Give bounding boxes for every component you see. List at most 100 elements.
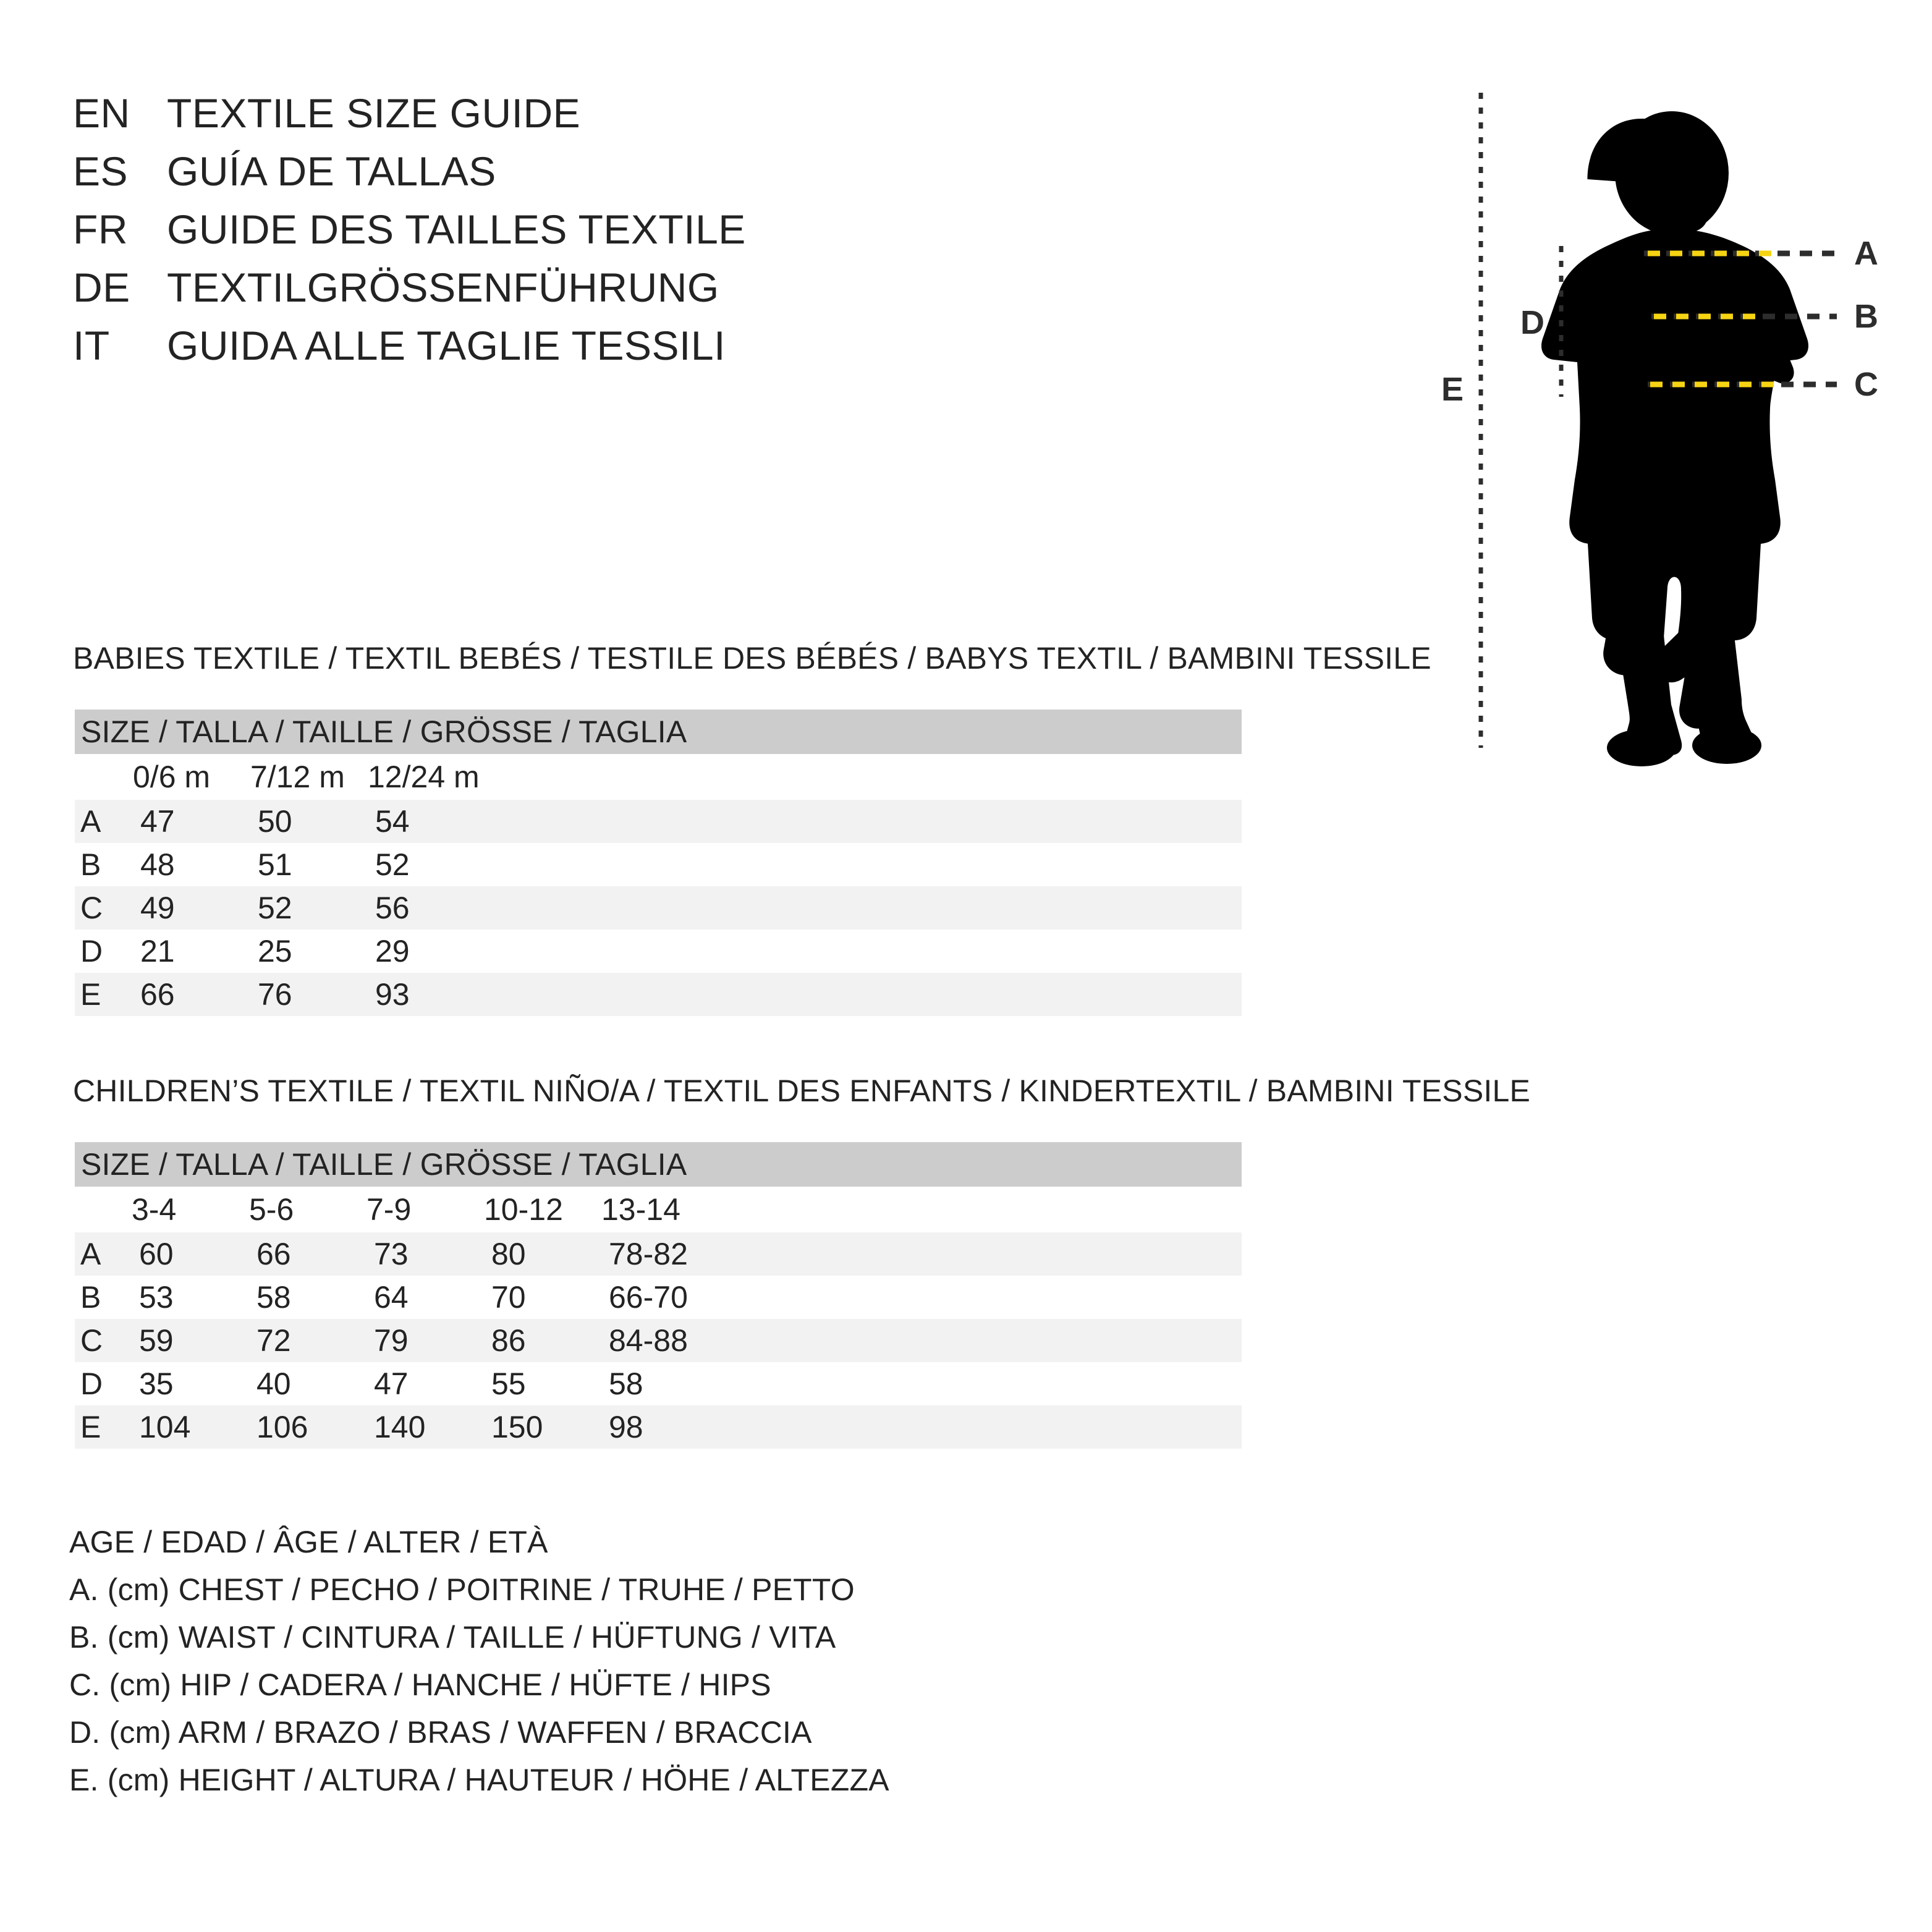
figure-label-e: E xyxy=(1441,371,1464,408)
table-cell: 84-88 xyxy=(609,1323,688,1358)
table-cell: 66-70 xyxy=(609,1280,688,1315)
column-header-cell: 7-9 xyxy=(366,1192,412,1227)
table-cell: 66 xyxy=(140,977,175,1012)
table-row: B 53 58 64 70 66-70 xyxy=(75,1276,1242,1319)
table-cell: 98 xyxy=(609,1410,643,1444)
table-row: D 21 25 29 xyxy=(75,930,1242,973)
children-table-header-label: SIZE / TALLA / TAILLE / GRÖSSE / TAGLIA xyxy=(81,1147,687,1182)
table-cell: 80 xyxy=(491,1237,526,1271)
table-cell: 50 xyxy=(258,804,292,839)
column-header-cell: 5-6 xyxy=(249,1192,294,1227)
children-size-table: SIZE / TALLA / TAILLE / GRÖSSE / TAGLIA … xyxy=(75,1142,1242,1449)
table-cell: 72 xyxy=(256,1323,291,1358)
row-label: E xyxy=(80,977,101,1012)
table-cell: 51 xyxy=(258,847,292,882)
language-code: DE xyxy=(73,265,130,310)
child-silhouette-icon xyxy=(1541,111,1808,766)
table-row: A 47 50 54 xyxy=(75,800,1242,843)
babies-size-table: SIZE / TALLA / TAILLE / GRÖSSE / TAGLIA … xyxy=(75,710,1242,1016)
language-row: DE TEXTILGRÖSSENFÜHRUNG xyxy=(73,267,1247,325)
legend-line: D. (cm) ARM / BRAZO / BRAS / WAFFEN / BR… xyxy=(69,1715,812,1750)
table-cell: 93 xyxy=(375,977,410,1012)
language-title: GUIDE DES TAILLES TEXTILE xyxy=(167,206,746,252)
table-cell: 76 xyxy=(258,977,292,1012)
table-cell: 54 xyxy=(375,804,410,839)
column-header-cell: 12/24 m xyxy=(368,760,480,794)
language-title: GUÍA DE TALLAS xyxy=(167,148,496,194)
table-cell: 56 xyxy=(375,891,410,925)
language-code: FR xyxy=(73,206,128,252)
table-cell: 58 xyxy=(256,1280,291,1315)
row-label: B xyxy=(80,1280,101,1315)
table-cell: 140 xyxy=(374,1410,426,1444)
table-cell: 150 xyxy=(491,1410,543,1444)
row-label: E xyxy=(80,1410,101,1444)
legend-line: AGE / EDAD / ÂGE / ALTER / ETÀ xyxy=(69,1525,548,1559)
table-cell: 35 xyxy=(139,1366,174,1401)
row-label: B xyxy=(80,847,101,882)
table-cell: 47 xyxy=(374,1366,409,1401)
row-label: A xyxy=(80,1237,101,1271)
children-table-body: 3-4 5-6 7-9 10-12 13-14 A 60 66 73 80 78-82 B 53 58 64… xyxy=(75,1187,1242,1449)
table-cell: 25 xyxy=(258,934,292,968)
table-row: B 48 51 52 xyxy=(75,843,1242,886)
language-row: ES GUÍA DE TALLAS xyxy=(73,151,1247,209)
table-cell: 48 xyxy=(140,847,175,882)
language-title: TEXTILGRÖSSENFÜHRUNG xyxy=(167,265,719,310)
table-cell: 21 xyxy=(140,934,175,968)
table-cell: 64 xyxy=(374,1280,409,1315)
table-cell: 106 xyxy=(256,1410,308,1444)
measurement-figure: A B C D E xyxy=(1421,74,1916,766)
table-cell: 70 xyxy=(491,1280,526,1315)
legend-line: C. (cm) HIP / CADERA / HANCHE / HÜFTE / … xyxy=(69,1667,771,1702)
legend-line: B. (cm) WAIST / CINTURA / TAILLE / HÜFTU… xyxy=(69,1620,836,1654)
language-row: FR GUIDE DES TAILLES TEXTILE xyxy=(73,209,1247,267)
babies-section-caption: BABIES TEXTILE / TEXTIL BEBÉS / TESTILE … xyxy=(73,641,1431,676)
babies-table-header-bar: SIZE / TALLA / TAILLE / GRÖSSE / TAGLIA xyxy=(75,710,1242,754)
table-row: C 59 72 79 86 84-88 xyxy=(75,1319,1242,1362)
table-row: D 35 40 47 55 58 xyxy=(75,1362,1242,1405)
row-label: D xyxy=(80,1366,103,1401)
table-column-header-row: 3-4 5-6 7-9 10-12 13-14 xyxy=(75,1187,1242,1232)
column-header-cell: 0/6 m xyxy=(133,760,211,794)
table-cell: 55 xyxy=(491,1366,526,1401)
table-row: E 104 106 140 150 98 xyxy=(75,1405,1242,1449)
language-code: EN xyxy=(73,90,130,136)
table-column-header-row: 0/6 m 7/12 m 12/24 m xyxy=(75,754,1242,800)
column-header-cell: 13-14 xyxy=(601,1192,680,1227)
table-cell: 47 xyxy=(140,804,175,839)
table-row: C 49 52 56 xyxy=(75,886,1242,930)
figure-label-a: A xyxy=(1854,235,1878,272)
table-cell: 78-82 xyxy=(609,1237,688,1271)
language-title: TEXTILE SIZE GUIDE xyxy=(167,90,581,136)
table-row: E 66 76 93 xyxy=(75,973,1242,1016)
row-label: A xyxy=(80,804,101,839)
babies-table-body: 0/6 m 7/12 m 12/24 m A 47 50 54 B 48 51 52 C 49 52 56 D… xyxy=(75,754,1242,1016)
table-cell: 40 xyxy=(256,1366,291,1401)
language-row: IT GUIDA ALLE TAGLIE TESSILI xyxy=(73,325,1247,383)
table-cell: 79 xyxy=(374,1323,409,1358)
table-cell: 104 xyxy=(139,1410,191,1444)
table-cell: 53 xyxy=(139,1280,174,1315)
table-cell: 52 xyxy=(258,891,292,925)
row-label: D xyxy=(80,934,103,968)
language-title: GUIDA ALLE TAGLIE TESSILI xyxy=(167,323,726,368)
table-cell: 49 xyxy=(140,891,175,925)
table-row: A 60 66 73 80 78-82 xyxy=(75,1232,1242,1276)
table-cell: 29 xyxy=(375,934,410,968)
table-cell: 52 xyxy=(375,847,410,882)
table-cell: 73 xyxy=(374,1237,409,1271)
children-table-header-bar: SIZE / TALLA / TAILLE / GRÖSSE / TAGLIA xyxy=(75,1142,1242,1187)
table-cell: 66 xyxy=(256,1237,291,1271)
table-cell: 59 xyxy=(139,1323,174,1358)
row-label: C xyxy=(80,1323,103,1358)
figure-label-b: B xyxy=(1854,298,1878,335)
language-title-block: EN TEXTILE SIZE GUIDE ES GUÍA DE TALLAS FR GU… xyxy=(73,93,1247,383)
legend-line: A. (cm) CHEST / PECHO / POITRINE / TRUHE… xyxy=(69,1572,855,1607)
table-cell: 58 xyxy=(609,1366,643,1401)
language-code: ES xyxy=(73,148,129,194)
column-header-cell: 7/12 m xyxy=(250,760,345,794)
children-section-caption: CHILDREN’S TEXTILE / TEXTIL NIÑO/A / TEX… xyxy=(73,1074,1531,1108)
measurement-legend: AGE / EDAD / ÂGE / ALTER / ETÀ A. (cm) CH… xyxy=(69,1527,1244,1812)
legend-line: E. (cm) HEIGHT / ALTURA / HAUTEUR / HÖHE… xyxy=(69,1763,889,1797)
